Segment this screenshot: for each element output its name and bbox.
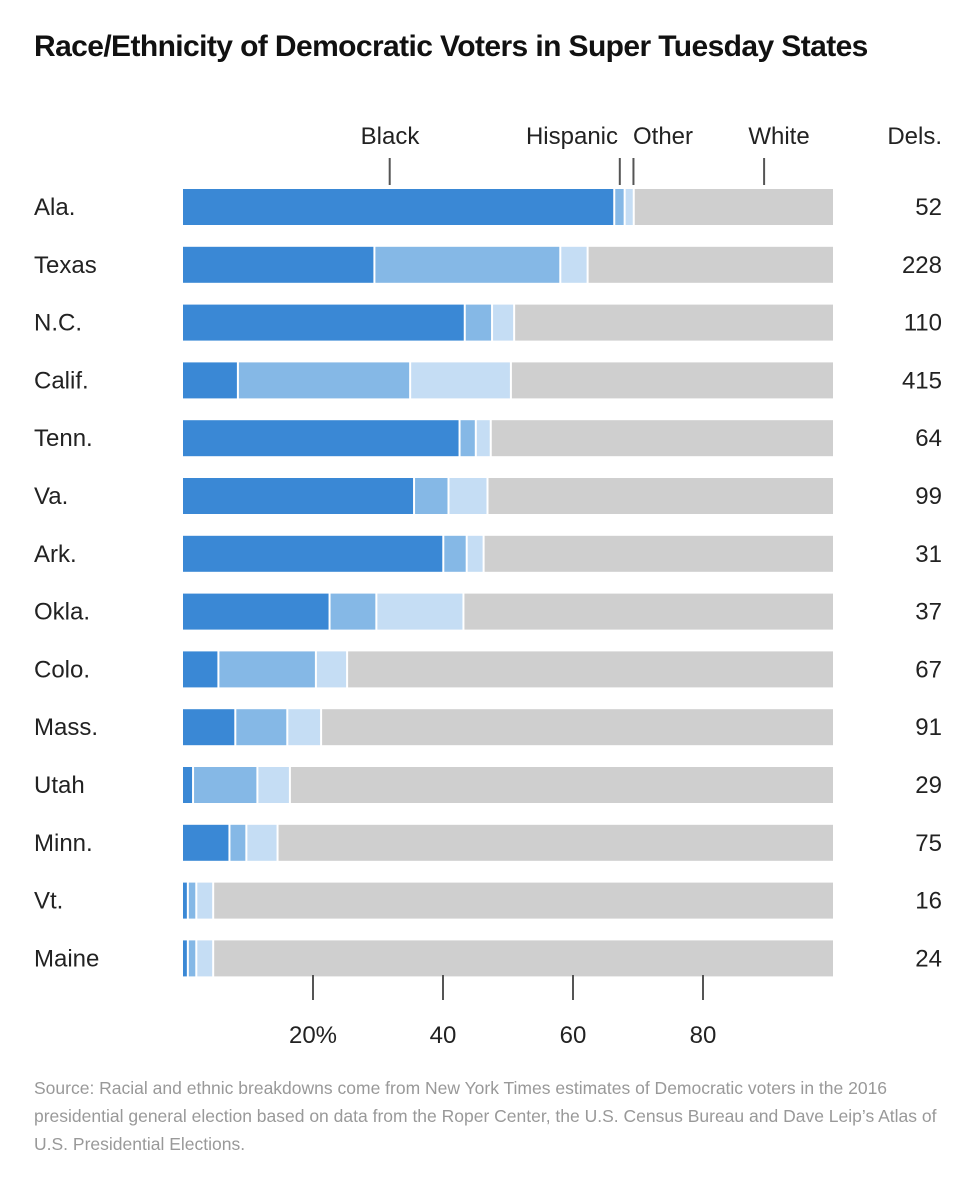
category-label: Tenn. xyxy=(34,425,93,452)
bar-segment-white xyxy=(634,189,833,225)
category-label: Maine xyxy=(34,945,99,972)
bar-segment-black xyxy=(183,478,414,514)
bar-segment-black xyxy=(183,651,218,688)
category-label: N.C. xyxy=(34,310,82,337)
bar-segment-black xyxy=(183,593,329,630)
category-label: Ala. xyxy=(34,194,75,221)
bar-segment-hispanic xyxy=(236,709,287,746)
bar-segment-other xyxy=(561,246,587,283)
bar-segment-hispanic xyxy=(460,420,475,457)
bar-segment-other xyxy=(288,709,321,746)
bar-segment-hispanic xyxy=(465,304,492,341)
delegate-count: 415 xyxy=(902,367,942,394)
series-label-white: White xyxy=(748,123,809,150)
bar-segment-white xyxy=(278,824,833,861)
bar-segment-white xyxy=(488,478,833,514)
bar-segment-other xyxy=(377,593,463,630)
category-label: Mass. xyxy=(34,714,98,741)
bar-segment-hispanic xyxy=(194,767,257,803)
category-label: Utah xyxy=(34,772,85,799)
series-label-hispanic: Hispanic xyxy=(526,123,618,150)
bar-segment-hispanic xyxy=(415,478,448,514)
bar-segment-other xyxy=(625,189,633,225)
bar-segment-white xyxy=(511,362,833,399)
bar-segment-white xyxy=(290,767,833,803)
delegate-count: 31 xyxy=(915,541,942,568)
bar-segment-black xyxy=(183,246,374,283)
x-tick-label: 20% xyxy=(289,1022,337,1049)
category-label: Colo. xyxy=(34,656,90,683)
category-label: Va. xyxy=(34,483,68,510)
bar-segment-other xyxy=(493,304,514,341)
bar-segment-white xyxy=(322,709,833,746)
delegate-count: 52 xyxy=(915,194,942,221)
bar-segment-hispanic xyxy=(238,362,410,399)
series-label-other: Other xyxy=(633,123,693,150)
delegate-count: 99 xyxy=(915,483,942,510)
stacked-bar-chart: Black Hispanic Other White Dels. Ala. 52 Texas 2… xyxy=(34,123,942,1049)
bar-segment-black xyxy=(183,189,614,225)
delegate-count: 91 xyxy=(915,714,942,741)
bar-segment-other xyxy=(258,767,289,803)
delegate-count: 110 xyxy=(904,310,942,337)
bar-segment-hispanic xyxy=(375,246,560,283)
bar-segment-other xyxy=(411,362,510,399)
x-tick-label: 80 xyxy=(690,1022,717,1049)
delegate-count: 24 xyxy=(915,945,942,972)
category-label: Vt. xyxy=(34,888,63,915)
delegate-count: 75 xyxy=(915,830,942,857)
bar-segment-white xyxy=(515,304,833,341)
bar-segment-hispanic xyxy=(219,651,315,688)
bar-segment-white xyxy=(491,420,833,457)
bar-segment-other xyxy=(476,420,490,457)
bar-segment-black xyxy=(183,304,464,341)
bar-segment-hispanic xyxy=(330,593,376,630)
bar-segment-black xyxy=(183,709,235,746)
bar-segment-black xyxy=(183,420,459,457)
bar-segment-white xyxy=(214,940,833,977)
bar-segment-other xyxy=(316,651,347,688)
x-tick-label: 40 xyxy=(430,1022,457,1049)
bar-segment-hispanic xyxy=(230,824,246,861)
bar-segment-hispanic xyxy=(188,940,196,977)
bar-segment-hispanic xyxy=(444,535,466,572)
delegate-count: 67 xyxy=(915,656,942,683)
delegate-count: 16 xyxy=(915,888,942,915)
category-label: Okla. xyxy=(34,599,90,626)
category-label: Calif. xyxy=(34,367,89,394)
category-label: Minn. xyxy=(34,830,93,857)
bar-segment-white xyxy=(464,593,833,630)
source-note: Source: Racial and ethnic breakdowns com… xyxy=(34,1078,937,1154)
bar-segment-white xyxy=(214,882,833,919)
delegate-count: 29 xyxy=(915,772,942,799)
bar-segment-black xyxy=(183,824,229,861)
delegate-count: 228 xyxy=(902,252,942,279)
bar-segment-black xyxy=(183,882,187,919)
bar-segment-hispanic xyxy=(615,189,624,225)
bar-segment-black xyxy=(183,767,193,803)
bar-segment-black xyxy=(183,362,237,399)
bar-segment-other xyxy=(467,535,483,572)
x-tick-label: 60 xyxy=(560,1022,587,1049)
bar-segment-hispanic xyxy=(188,882,196,919)
bar-segment-black xyxy=(183,535,443,572)
category-label: Texas xyxy=(34,252,97,279)
bar-segment-white xyxy=(588,246,833,283)
chart-title: Race/Ethnicity of Democratic Voters in S… xyxy=(34,30,868,63)
bar-segment-other xyxy=(247,824,277,861)
bar-segment-other xyxy=(197,940,213,977)
series-label-black: Black xyxy=(361,123,421,150)
bar-segment-black xyxy=(183,940,187,977)
bar-segment-other xyxy=(197,882,213,919)
bar-segment-white xyxy=(484,535,833,572)
category-label: Ark. xyxy=(34,541,77,568)
bar-segment-white xyxy=(348,651,833,688)
delegates-header: Dels. xyxy=(887,123,942,150)
delegate-count: 64 xyxy=(915,425,942,452)
bar-segment-other xyxy=(449,478,487,514)
delegate-count: 37 xyxy=(915,599,942,626)
